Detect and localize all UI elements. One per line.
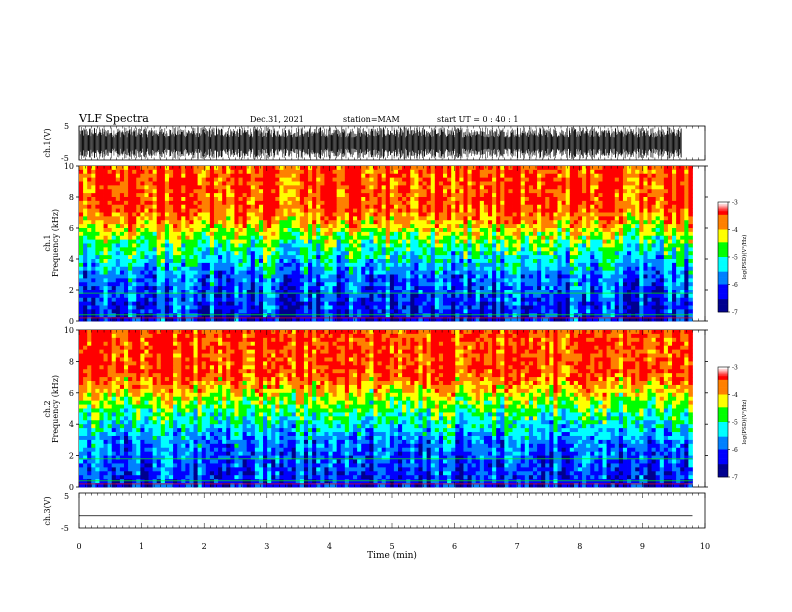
colorbar-label: log(PSD)(V²/Hz)	[741, 235, 748, 280]
colorbar-tick-label: -6	[732, 282, 738, 289]
time-tick-label: 7	[515, 542, 520, 551]
ch1-spectrogram-ytick-label: 6	[69, 224, 74, 233]
time-tick-label: 0	[76, 542, 81, 551]
ch1-spectrogram-ytick-label: 10	[64, 162, 74, 171]
ch1-spectrogram-ytick-label: 4	[69, 255, 74, 264]
ch2-spectrogram-image	[79, 330, 693, 488]
start-time-label: start UT = 0 : 40 : 1	[437, 115, 518, 124]
colorbar-tick-label: -4	[732, 227, 738, 234]
x-axis-label: Time (min)	[367, 550, 417, 561]
colorbar-tick-label: -6	[732, 447, 738, 454]
ch2-spectrogram-ytick-label: 0	[69, 483, 74, 492]
ch1-spectrogram-ytick-label: 0	[69, 317, 74, 326]
ch1-waveform-ylabel: ch.1(V)	[43, 128, 52, 157]
ch2-colorbar: -3 -4 -5 -6 -7 log(PSD)(V²/Hz)	[717, 365, 748, 482]
ch1-waveform-panel: 5 -5 ch.1(V)	[43, 122, 706, 163]
figure-title: VLF Spectra	[78, 112, 149, 125]
time-tick-label: 5	[389, 542, 394, 551]
ch1-spectrogram-image	[79, 166, 693, 322]
ch1-spectrogram-ytick-label: 2	[69, 286, 74, 295]
ch1-spectrogram-ylabel-line2: Frequency (kHz)	[51, 209, 60, 277]
ch1-spectrogram-panel: 0 2 4 6 8 10 ch.1 Frequency (kHz)	[43, 162, 708, 326]
ch2-spectrogram-ytick-label: 8	[69, 357, 74, 366]
time-tick-label: 4	[327, 542, 332, 551]
ch2-spectrogram-ytick-label: 4	[69, 420, 74, 429]
colorbar-tick-label: -5	[732, 255, 738, 262]
time-tick-label: 10	[700, 542, 710, 551]
ch1-spectrogram-ytick-label: 8	[69, 193, 74, 202]
date-label: Dec.31, 2021	[250, 115, 304, 124]
time-ticks	[78, 126, 706, 528]
ch3-waveform-ylabel: ch.3(V)	[43, 496, 52, 525]
ch2-spectrogram-ytick-label: 6	[69, 389, 74, 398]
time-tick-label: 6	[452, 542, 457, 551]
time-tick-labels: 0 1 2 3 4 5 6 7 8 9 10	[76, 542, 710, 551]
time-tick-label: 8	[577, 542, 582, 551]
ch2-spectrogram-ytick-label: 10	[64, 326, 74, 335]
time-tick-label: 2	[202, 542, 207, 551]
colorbar-tick-label: -3	[732, 365, 738, 372]
colorbar-tick-label: -7	[732, 310, 738, 317]
ch2-spectrogram-panel: 0 2 4 6 8 10 ch.2 Frequency (kHz)	[43, 326, 708, 492]
ch2-spectrogram-ylabel-line2: Frequency (kHz)	[51, 375, 60, 443]
ch1-ytick-bottom: -5	[61, 154, 69, 163]
colorbar-tick-label: -7	[732, 475, 738, 482]
ch3-ytick-bottom: -5	[61, 524, 69, 533]
ch2-spectrogram-ylabel-line1: ch.2	[43, 400, 52, 417]
station-label: station=MAM	[343, 115, 400, 124]
ch1-waveform-line	[79, 127, 682, 159]
time-tick-label: 9	[640, 542, 645, 551]
time-tick-label: 3	[264, 542, 269, 551]
ch3-waveform-frame	[78, 492, 706, 529]
ch1-ytick-top: 5	[64, 122, 69, 131]
colorbar-tick-label: -5	[732, 420, 738, 427]
colorbar-label: log(PSD)(V²/Hz)	[741, 400, 748, 445]
ch3-ytick-top: 5	[64, 492, 69, 501]
colorbar-tick-label: -3	[732, 200, 738, 207]
colorbar-tick-label: -4	[732, 392, 738, 399]
ch1-spectrogram-ylabel-line1: ch.1	[43, 234, 52, 251]
ch1-colorbar: -3 -4 -5 -6 -7 log(PSD)(V²/Hz)	[717, 200, 748, 317]
ch3-waveform-panel: 5 -5 ch.3(V)	[43, 492, 706, 533]
time-tick-label: 1	[139, 542, 144, 551]
ch2-spectrogram-ytick-label: 2	[69, 452, 74, 461]
